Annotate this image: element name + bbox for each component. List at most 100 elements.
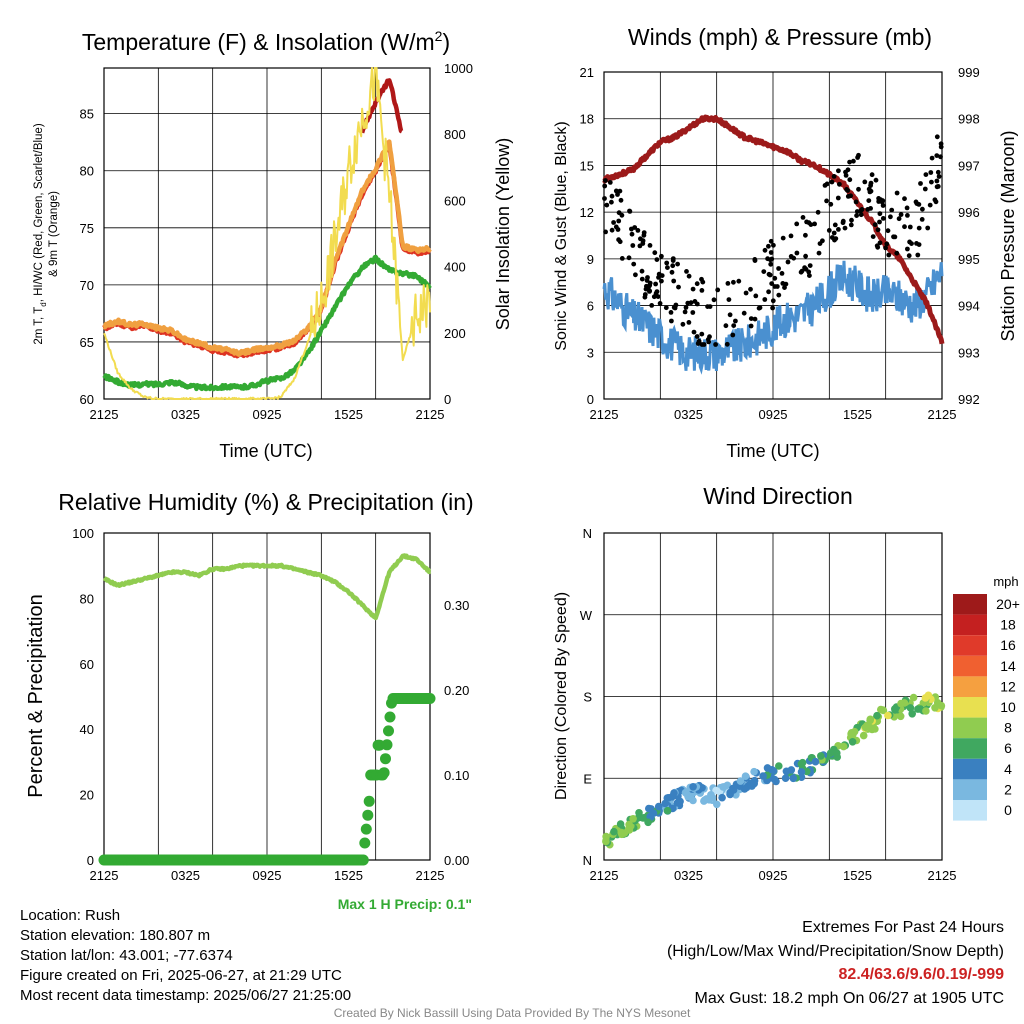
wind-gust-point <box>837 181 842 187</box>
extremes-subtitle: (High/Low/Max Wind/Precipitation/Snow De… <box>666 942 1004 960</box>
temp-xlabel: Time (UTC) <box>219 441 312 461</box>
temp-y2tick-label-0: 0 <box>444 392 451 407</box>
wind-gust-point <box>683 305 689 310</box>
wind-gust-point <box>690 286 696 292</box>
wind-gust-point <box>922 186 928 192</box>
wind-gust-point <box>831 174 837 179</box>
wind-gust-point <box>885 228 891 234</box>
dir-point <box>718 793 726 802</box>
wind-gust-point <box>803 253 808 259</box>
legend-label-9: 2 <box>1004 781 1012 797</box>
wind-gust-point <box>848 222 854 228</box>
wind-gust-point <box>906 253 912 259</box>
rh-precip-point <box>380 753 391 765</box>
wind-gust-point <box>907 239 912 245</box>
legend-swatch-4 <box>953 676 987 697</box>
wind-gust-point <box>762 247 768 253</box>
wind-gust-point <box>905 246 910 252</box>
dir-point <box>661 799 669 808</box>
wind-gust-point <box>934 153 940 159</box>
wind-gust-point <box>935 169 941 175</box>
wind-gust-point <box>929 179 934 185</box>
wind-gust-point <box>617 188 623 194</box>
rh-ylabel: Percent & Precipitation <box>25 594 47 797</box>
wind-gust-point <box>894 190 900 196</box>
wind-gust-point <box>659 278 664 284</box>
wind-gust-point <box>645 275 650 280</box>
dir-xtick-label-3: 1525 <box>843 868 872 883</box>
dir-point <box>772 777 780 786</box>
legend-swatch-10 <box>953 800 987 821</box>
temp-title: Temperature (F) & Insolation (W/m2) <box>82 28 450 55</box>
dir-point <box>736 777 745 785</box>
dir-point <box>646 812 654 821</box>
dir-title: Wind Direction <box>703 483 853 509</box>
wind-gust-point <box>788 254 794 259</box>
wind-gust-point <box>726 297 732 302</box>
wind-gust-point <box>765 256 770 262</box>
wind-gust-point <box>653 281 658 287</box>
temp-y2tick-label-5: 1000 <box>444 61 473 76</box>
wind-gust-point <box>862 179 868 185</box>
wind-gust-point <box>627 208 632 214</box>
wind-gust-point <box>872 222 878 228</box>
wind-gust-point <box>647 243 653 248</box>
dir-point <box>817 752 825 760</box>
wind-gust-point <box>858 208 864 214</box>
wind-gust-point <box>870 234 876 240</box>
dir-point <box>629 815 637 823</box>
wind-gust-point <box>776 292 782 298</box>
extremes-box: Extremes For Past 24 Hours (High/Low/Max… <box>667 916 1004 1010</box>
wind-gust-point <box>603 178 608 183</box>
wind-y2tick-label-1: 993 <box>958 345 980 360</box>
dir-point <box>644 818 652 827</box>
wind-gust-point <box>657 301 663 306</box>
wind-ytick-label-2: 6 <box>587 299 594 314</box>
wind-series-sonic-wind <box>602 260 944 375</box>
dir-point <box>897 699 905 708</box>
wind-gust-point <box>856 186 861 192</box>
dir-point <box>663 806 672 815</box>
wind-gust-point <box>756 305 762 311</box>
station-info: Location: Rush Station elevation: 180.80… <box>20 906 351 1006</box>
wind-gust-point <box>691 329 697 335</box>
rh-y2tick-label-0: 0.00 <box>444 853 469 868</box>
wind-gust-point <box>690 310 696 315</box>
wind-gust-point <box>929 155 935 161</box>
wind-gust-point <box>733 318 738 324</box>
precip-max-label: Max 1 H Precip: 0.1" <box>337 896 472 912</box>
dir-point <box>689 783 697 791</box>
extremes-title: Extremes For Past 24 Hours <box>802 919 1004 936</box>
wind-gust-point <box>761 269 767 274</box>
wind-gust-point <box>654 257 660 262</box>
wind-gust-point <box>766 243 771 249</box>
dir-point <box>879 706 887 714</box>
legend-label-3: 14 <box>1000 658 1016 674</box>
wind-gust-point <box>902 196 907 202</box>
wind-gust-point <box>671 278 677 284</box>
wind-gust-point <box>748 323 754 329</box>
rh-ytick-label-3: 60 <box>80 657 94 672</box>
dir-point <box>931 704 939 712</box>
legend-label-1: 18 <box>1000 617 1016 633</box>
wind-gust-point <box>828 201 834 207</box>
temp-ytick-label-1: 65 <box>80 335 94 350</box>
temp-y2tick-label-2: 400 <box>444 260 466 275</box>
wind-gust-point <box>799 268 805 274</box>
rh-y2tick-label-1: 0.10 <box>444 768 469 783</box>
wind-gust-point <box>785 259 791 265</box>
dir-ylabel: Direction (Colored By Speed) <box>553 592 570 800</box>
wind-xtick-label-2: 0925 <box>759 407 788 422</box>
dir-point <box>712 786 720 795</box>
wind-gust-point <box>602 183 608 189</box>
temp-xtick-label-3: 1525 <box>334 407 363 422</box>
wind-gust-point <box>849 217 854 223</box>
temp-series-solar-insolation <box>103 67 431 400</box>
wind-xtick-label-3: 1525 <box>843 407 872 422</box>
wind-gust-point <box>880 216 886 221</box>
wind-gust-point <box>769 256 775 262</box>
dir-point <box>707 791 715 799</box>
wind-gust-point <box>743 290 749 296</box>
temp-series-td <box>102 254 432 392</box>
legend-title: mph <box>993 574 1018 589</box>
